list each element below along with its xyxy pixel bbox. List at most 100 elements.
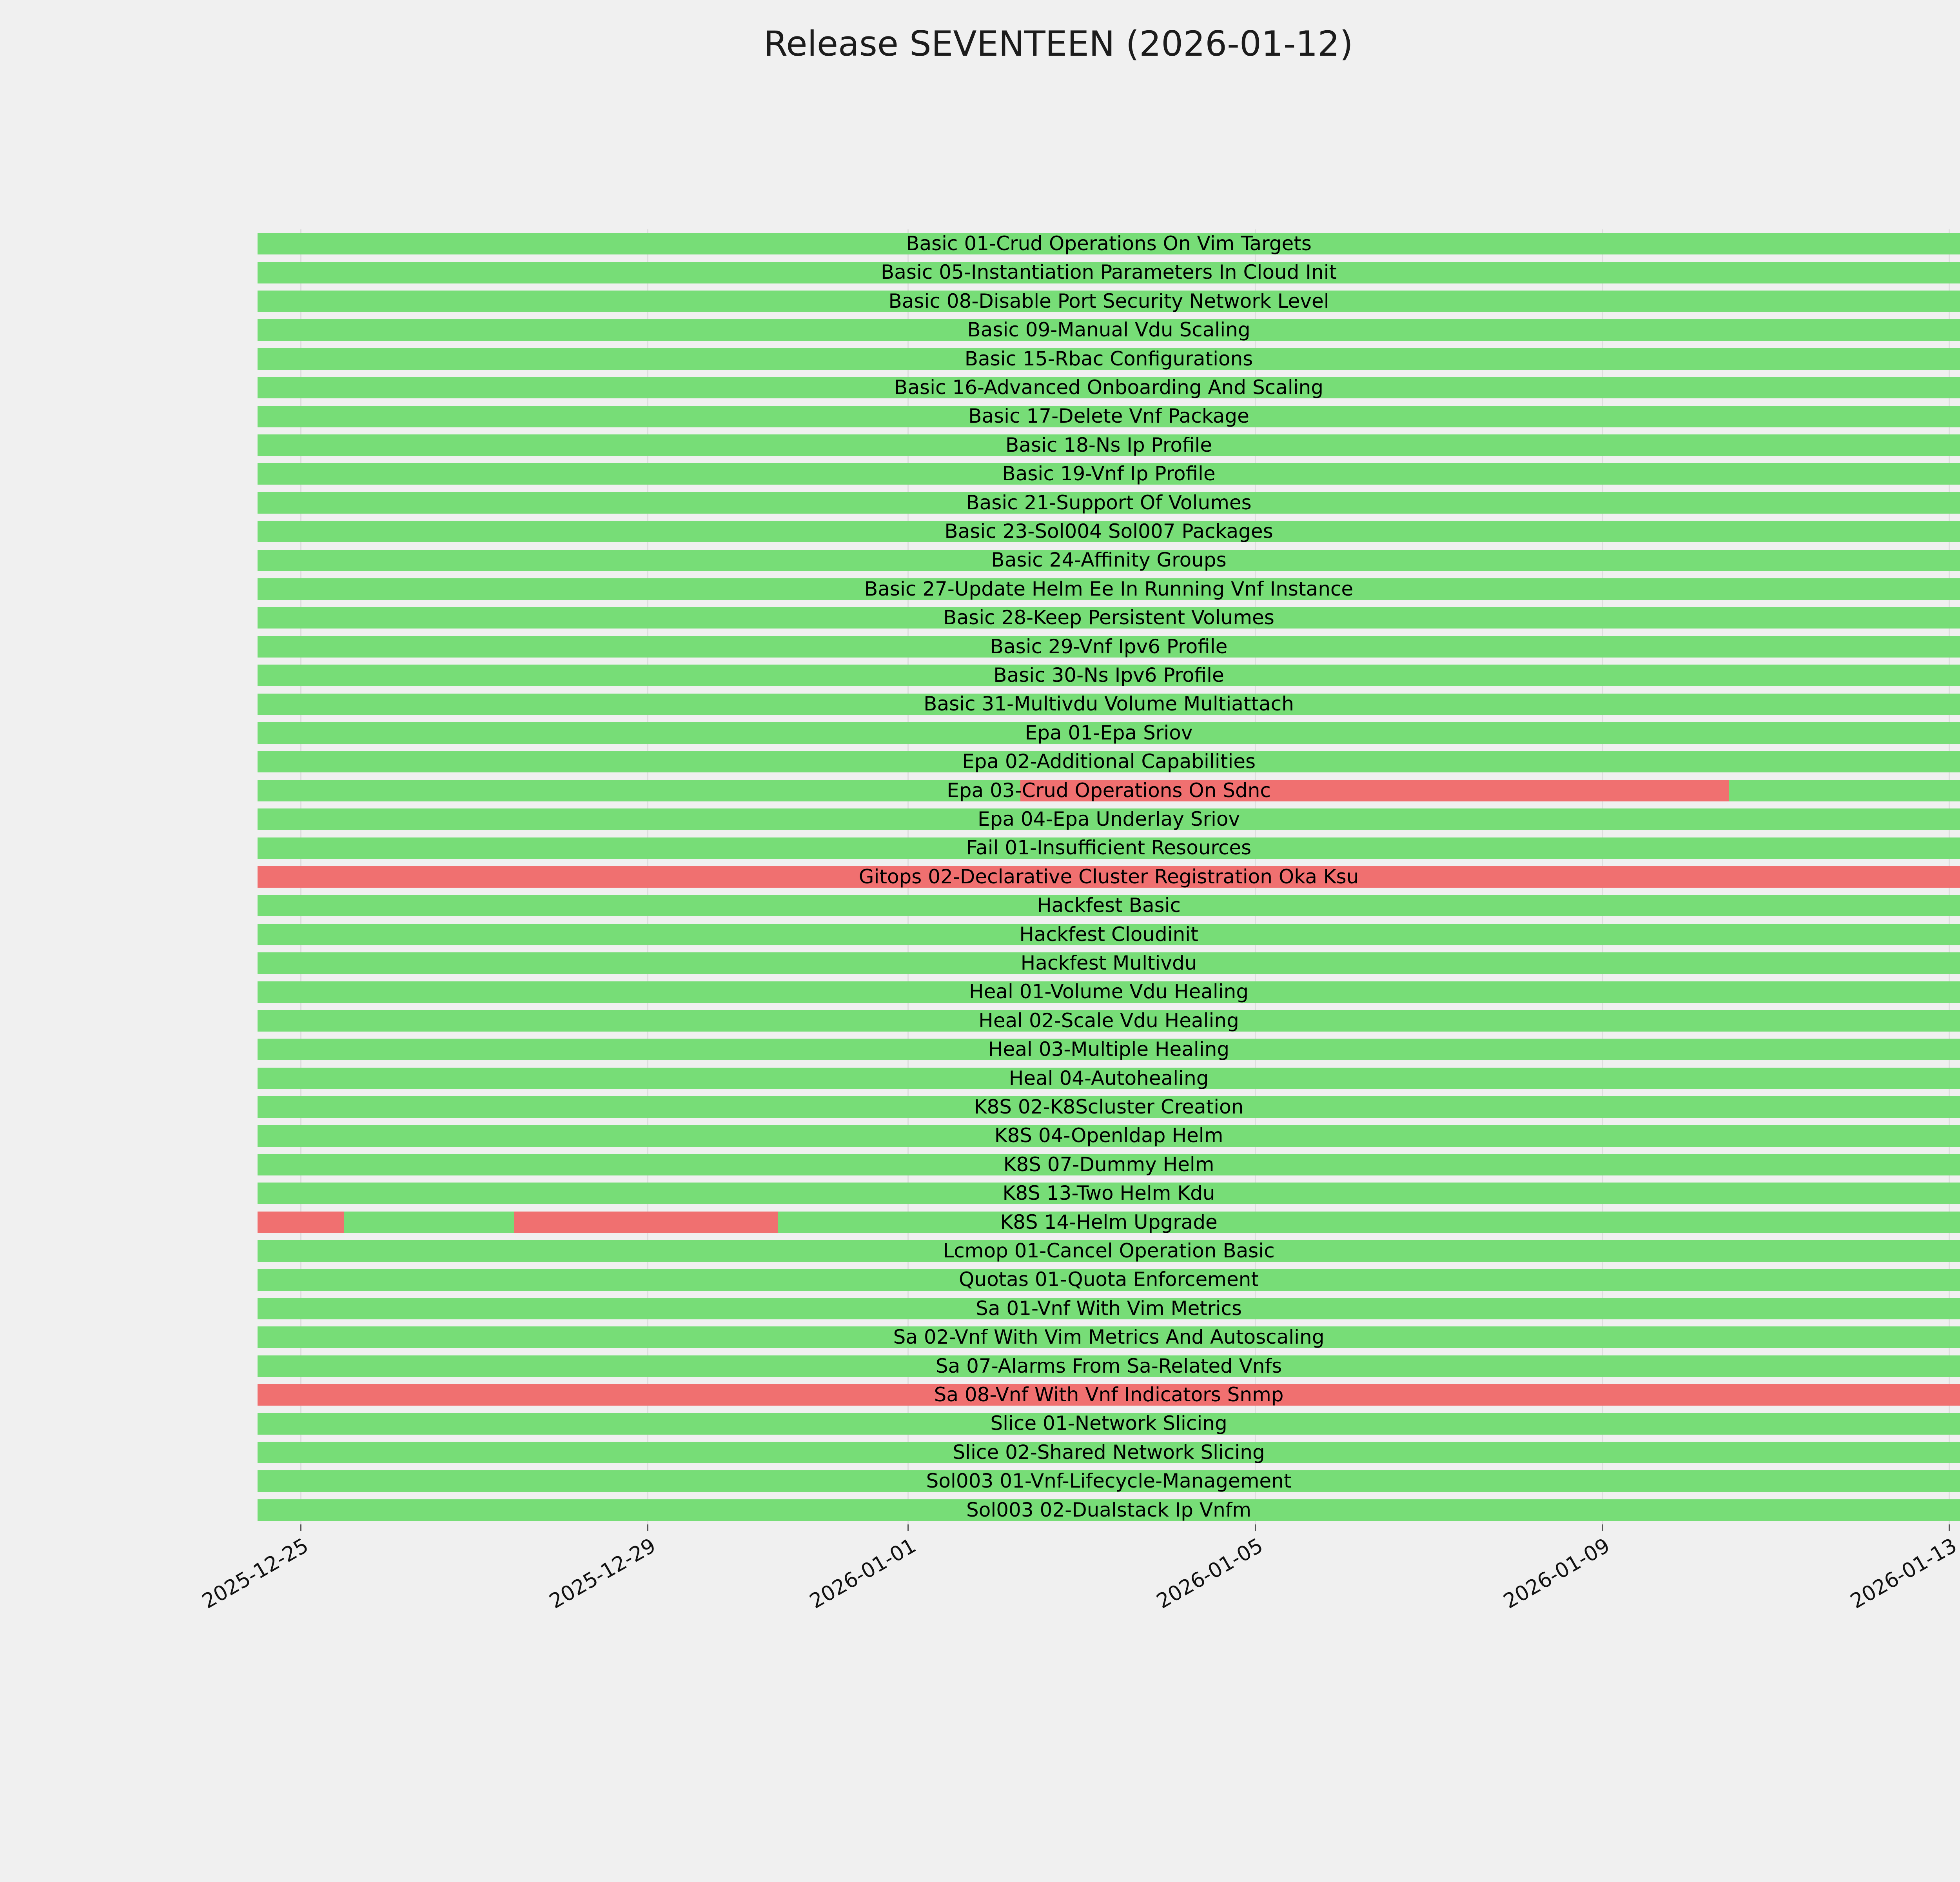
task-label: Sa 08-Vnf With Vnf Indicators Snmp <box>934 1383 1284 1406</box>
status-segment-pass <box>258 1154 1960 1175</box>
status-segment-pass <box>258 405 1960 427</box>
task-bar <box>258 751 1960 773</box>
task-label: Basic 19-Vnf Ip Profile <box>1002 462 1216 485</box>
status-segment-pass <box>258 521 1960 543</box>
status-segment-fail <box>258 866 1960 888</box>
status-segment-pass <box>258 1326 1960 1348</box>
status-segment-pass <box>258 1010 1960 1032</box>
task-label: Fail 01-Insufficient Resources <box>966 836 1252 859</box>
task-bar <box>258 1010 1960 1032</box>
task-label: Sa 02-Vnf With Vim Metrics And Autoscali… <box>893 1326 1325 1349</box>
task-bar <box>258 722 1960 744</box>
task-label: Basic 05-Instantiation Parameters In Clo… <box>880 261 1337 284</box>
task-label: Heal 01-Volume Vdu Healing <box>969 980 1249 1003</box>
chart-title: Release SEVENTEEN (2026-01-12) <box>764 24 1353 64</box>
status-segment-pass <box>778 1211 1960 1233</box>
status-segment-pass <box>258 549 1960 571</box>
status-segment-pass <box>258 923 1960 945</box>
status-segment-pass <box>344 1211 514 1233</box>
task-label: K8S 07-Dummy Helm <box>1003 1153 1214 1176</box>
task-label: Sol003 02-Dualstack Ip Vnfm <box>966 1498 1252 1521</box>
status-segment-pass <box>258 434 1960 456</box>
task-bar <box>258 808 1960 830</box>
task-bar <box>258 952 1960 974</box>
task-label: Heal 02-Scale Vdu Healing <box>978 1009 1239 1032</box>
status-segment-pass <box>258 1125 1960 1147</box>
task-bar <box>258 1240 1960 1262</box>
status-segment-pass <box>258 1298 1960 1319</box>
task-bar <box>258 405 1960 427</box>
task-label: Epa 01-Epa Sriov <box>1025 721 1193 744</box>
status-segment-pass <box>258 1499 1960 1521</box>
task-bar <box>258 1298 1960 1319</box>
task-bar <box>258 1211 1960 1233</box>
status-segment-pass <box>258 1067 1960 1089</box>
x-tick-label: 2025-12-25 <box>198 1534 313 1614</box>
task-bar <box>258 1326 1960 1348</box>
task-label: Heal 03-Multiple Healing <box>988 1038 1230 1061</box>
task-bar <box>258 1067 1960 1089</box>
task-label: Sol003 01-Vnf-Lifecycle-Management <box>926 1470 1292 1493</box>
status-segment-fail <box>258 1384 1960 1406</box>
status-segment-pass <box>258 1355 1960 1377</box>
task-label: Slice 01-Network Slicing <box>990 1412 1227 1435</box>
task-label: Quotas 01-Quota Enforcement <box>959 1268 1259 1291</box>
status-segment-pass <box>258 291 1960 312</box>
status-segment-pass <box>1728 779 1960 801</box>
status-segment-pass <box>258 607 1960 629</box>
status-segment-pass <box>258 1039 1960 1061</box>
status-segment-pass <box>258 722 1960 744</box>
task-label: K8S 02-K8Scluster Creation <box>974 1095 1244 1118</box>
task-label: Sa 01-Vnf With Vim Metrics <box>976 1297 1242 1320</box>
status-segment-pass <box>258 348 1960 370</box>
x-tick-label: 2026-01-09 <box>1499 1534 1614 1614</box>
task-bar <box>258 607 1960 629</box>
task-bar <box>258 434 1960 456</box>
task-bar <box>258 1125 1960 1147</box>
task-bar <box>258 291 1960 312</box>
task-label: Epa 03-Crud Operations On Sdnc <box>947 779 1271 802</box>
task-bar <box>258 463 1960 485</box>
status-segment-pass <box>258 665 1960 687</box>
task-label: Basic 21-Support Of Volumes <box>966 491 1252 514</box>
task-bar <box>258 1039 1960 1061</box>
task-bar <box>258 895 1960 917</box>
status-segment-pass <box>258 952 1960 974</box>
status-segment-fail <box>1020 779 1729 801</box>
status-segment-pass <box>258 751 1960 773</box>
task-bar <box>258 319 1960 341</box>
task-bar <box>258 492 1960 514</box>
x-tick-mark <box>300 1524 302 1531</box>
task-label: Epa 02-Additional Capabilities <box>962 750 1256 773</box>
task-label: Basic 08-Disable Port Security Network L… <box>888 289 1329 312</box>
task-label: Basic 29-Vnf Ipv6 Profile <box>990 635 1228 658</box>
status-segment-pass <box>258 1470 1960 1492</box>
status-segment-pass <box>258 693 1960 715</box>
task-label: Basic 15-Rbac Configurations <box>964 347 1253 370</box>
task-bar <box>258 1413 1960 1435</box>
task-label: Lcmop 01-Cancel Operation Basic <box>943 1239 1275 1262</box>
task-label: Basic 17-Delete Vnf Package <box>968 405 1249 428</box>
task-bar <box>258 521 1960 543</box>
status-segment-pass <box>258 1096 1960 1118</box>
task-label: Basic 31-Multivdu Volume Multiattach <box>924 692 1294 716</box>
task-bar <box>258 837 1960 859</box>
status-segment-pass <box>258 463 1960 485</box>
x-tick-label: 2026-01-05 <box>1152 1534 1267 1614</box>
x-tick-mark <box>907 1524 909 1531</box>
x-tick-label: 2026-01-01 <box>806 1534 920 1614</box>
task-label: Basic 16-Advanced Onboarding And Scaling <box>894 376 1324 399</box>
task-label: Basic 30-Ns Ipv6 Profile <box>993 664 1224 687</box>
x-tick-mark <box>1254 1524 1256 1531</box>
task-label: Basic 01-Crud Operations On Vim Targets <box>906 232 1312 255</box>
status-segment-fail <box>514 1211 778 1233</box>
task-bar <box>258 1384 1960 1406</box>
status-segment-pass <box>258 492 1960 514</box>
status-segment-pass <box>258 636 1960 658</box>
status-segment-pass <box>258 779 1020 801</box>
task-bar <box>258 866 1960 888</box>
task-label: Hackfest Multivdu <box>1020 952 1197 974</box>
x-tick-mark <box>647 1524 649 1531</box>
status-segment-pass <box>258 1442 1960 1463</box>
